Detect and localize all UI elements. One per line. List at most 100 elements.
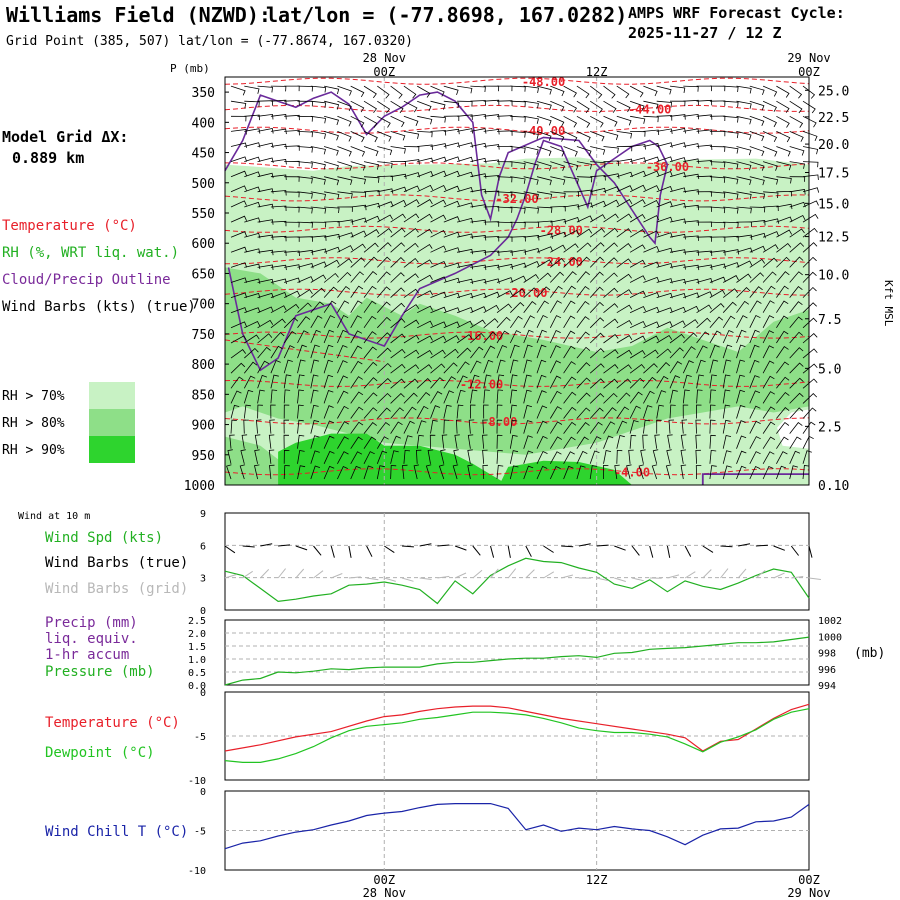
- wind-barb: [523, 450, 534, 464]
- wind-barb: [452, 464, 459, 480]
- wind-barb: [669, 361, 683, 374]
- wind-barb: [802, 131, 818, 142]
- wind-barb: [723, 85, 739, 93]
- wind-barb: [297, 344, 307, 359]
- wind-barb: [656, 247, 673, 254]
- wind10m-barb: [348, 545, 352, 558]
- wind-barb: [376, 436, 389, 449]
- wind-barb: [762, 421, 776, 434]
- wind-barb: [230, 262, 248, 268]
- wind-barb: [576, 436, 589, 449]
- wind-barb: [589, 85, 603, 99]
- time-tick-bottom: 12Z: [586, 873, 608, 887]
- wind-barb: [270, 205, 287, 212]
- wind-barb: [403, 449, 411, 464]
- wind-barb: [683, 250, 699, 256]
- wind-barb: [244, 186, 261, 193]
- wind-barb: [270, 114, 287, 120]
- wind-barb: [709, 289, 726, 298]
- wind-barb: [230, 215, 247, 223]
- wind-barb: [323, 161, 339, 171]
- time-date-top: 28 Nov: [363, 51, 406, 65]
- wind-barb: [443, 128, 460, 135]
- wind-barb: [390, 213, 406, 223]
- wind-barb: [430, 349, 446, 359]
- wind-barb: [576, 316, 590, 329]
- wind-barb: [576, 346, 591, 359]
- wind-barb: [789, 85, 803, 99]
- wind-barb: [736, 234, 753, 241]
- wind-barb: [536, 115, 552, 126]
- wind-barb: [270, 264, 287, 271]
- wind-barb: [629, 229, 646, 238]
- wind-barb: [270, 128, 287, 135]
- wind-barb: [549, 345, 561, 359]
- wind-barb: [483, 404, 489, 419]
- wind-barb: [254, 434, 261, 449]
- wind-barb: [549, 390, 562, 404]
- wind-barb: [430, 363, 446, 374]
- wind-barb: [709, 161, 726, 168]
- wind-barb: [789, 301, 803, 313]
- panel-y-tick: -5: [194, 827, 206, 838]
- wind-barb: [456, 361, 470, 374]
- wind-barb: [762, 391, 776, 404]
- wind-barb: [749, 436, 761, 449]
- time-date-top: 29 Nov: [787, 51, 830, 65]
- wind-barb: [337, 390, 349, 404]
- wind-barb: [643, 100, 659, 110]
- wind-barb: [669, 389, 678, 404]
- wind-barb: [709, 359, 719, 374]
- wind-barb: [629, 290, 646, 298]
- pressure-tick-label: 700: [192, 298, 215, 313]
- wind-barb: [509, 450, 519, 464]
- rh-legend-label: RH > 70%: [2, 389, 65, 404]
- wind-barb: [763, 176, 779, 185]
- wind-barb: [789, 392, 804, 404]
- pressure-tick-label: 350: [192, 86, 215, 101]
- wind-barb: [722, 359, 732, 374]
- wind-barb: [576, 215, 593, 223]
- wind-barb: [443, 307, 460, 314]
- wind-barb: [417, 157, 434, 163]
- wind-barb: [696, 291, 713, 298]
- wind-barb: [709, 191, 726, 199]
- wind-barb: [762, 257, 778, 268]
- wind-barb: [390, 348, 406, 359]
- wind-barb: [297, 316, 311, 329]
- wind-barb: [523, 100, 539, 109]
- wind-barb: [403, 100, 418, 113]
- wind-barb: [603, 392, 618, 404]
- wind-barb: [709, 85, 726, 92]
- wind-barb: [283, 434, 290, 449]
- wind-barb: [268, 449, 275, 464]
- wind-barb: [550, 85, 565, 97]
- wind-barb: [483, 159, 500, 166]
- wind-barb: [602, 465, 609, 480]
- wind-barb: [749, 176, 765, 186]
- wind-barb: [483, 264, 500, 271]
- wind-barb: [776, 330, 789, 344]
- wind-barb: [269, 464, 275, 480]
- wind10m-grid-barb: [737, 568, 747, 579]
- wind10m-barb: [419, 543, 432, 547]
- wind-barb: [549, 315, 562, 328]
- wind-barb: [337, 360, 348, 374]
- wind-barb: [323, 405, 334, 419]
- wind-barb: [377, 347, 392, 359]
- wind-barb: [244, 100, 260, 107]
- pressure-tick-label: 600: [192, 237, 215, 252]
- wind-barb: [337, 161, 353, 171]
- wind-barb: [549, 360, 561, 374]
- wind-barb: [323, 146, 339, 156]
- wind-barb: [510, 236, 526, 242]
- wind-barb: [762, 345, 774, 359]
- wind-barb: [403, 392, 418, 404]
- wind-barb: [629, 157, 647, 163]
- wind-barb: [229, 434, 235, 449]
- wind-barb: [483, 345, 496, 359]
- wind-barb: [483, 206, 500, 212]
- wind-barb: [550, 231, 567, 238]
- wind10m-barb: [666, 545, 671, 558]
- wind-barb: [244, 217, 261, 223]
